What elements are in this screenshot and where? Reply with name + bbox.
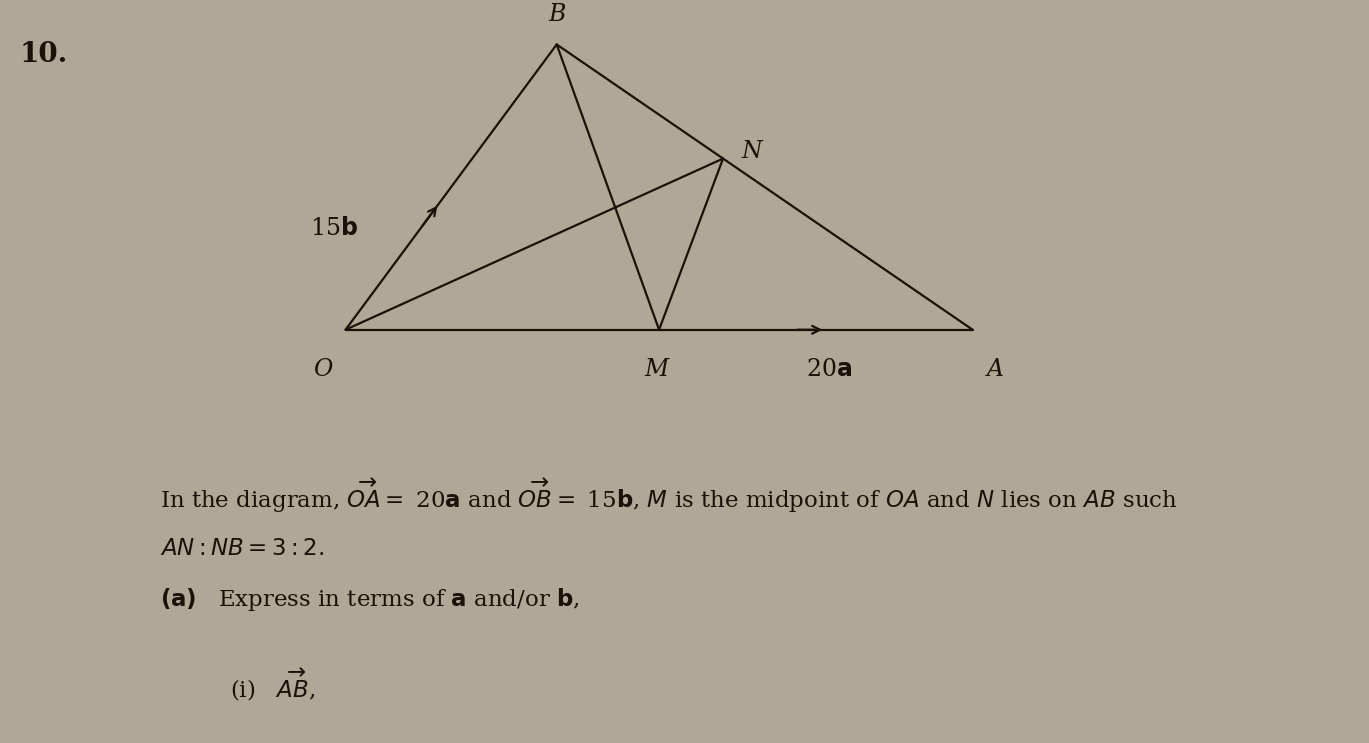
Text: $\mathbf{(a)}$   Express in terms of $\mathbf{a}$ and/or $\mathbf{b}$,: $\mathbf{(a)}$ Express in terms of $\mat… <box>160 585 579 613</box>
Text: M: M <box>645 357 668 380</box>
Text: A: A <box>987 357 1003 380</box>
Text: N: N <box>741 140 761 163</box>
Text: (i)   $\overrightarrow{AB}$,: (i) $\overrightarrow{AB}$, <box>230 666 316 703</box>
Text: B: B <box>548 3 565 26</box>
Text: $AN : NB = 3 : 2.$: $AN : NB = 3 : 2.$ <box>160 538 324 560</box>
Text: 20$\mathbf{a}$: 20$\mathbf{a}$ <box>806 357 852 380</box>
Text: In the diagram, $\overrightarrow{OA}=$ 20$\mathbf{a}$ and $\overrightarrow{OB}=$: In the diagram, $\overrightarrow{OA}=$ 2… <box>160 476 1177 515</box>
Text: 15$\mathbf{b}$: 15$\mathbf{b}$ <box>309 217 357 240</box>
Text: O: O <box>312 357 333 380</box>
Text: 10.: 10. <box>19 41 67 68</box>
